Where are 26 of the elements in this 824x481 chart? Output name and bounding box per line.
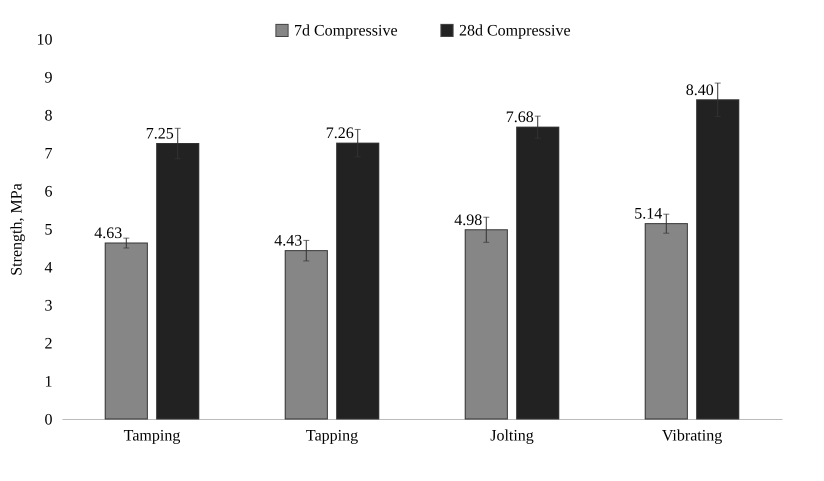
x-tick-label: Jolting xyxy=(490,428,534,444)
x-tick-label: Vibrating xyxy=(662,428,722,444)
data-label: 7.26 xyxy=(326,125,354,142)
y-tick-label: 6 xyxy=(44,184,52,200)
x-tick-label: Tamping xyxy=(124,428,180,444)
y-tick-label: 5 xyxy=(44,222,52,238)
y-tick-label: 3 xyxy=(44,298,52,314)
y-tick-label: 10 xyxy=(36,32,52,48)
data-label: 8.40 xyxy=(686,82,714,99)
legend-label: 7d Compressive xyxy=(294,22,398,40)
data-label: 7.68 xyxy=(506,109,534,126)
y-tick-label: 4 xyxy=(44,260,52,276)
y-tick-label: 8 xyxy=(44,108,52,124)
data-label: 4.43 xyxy=(274,232,302,250)
x-tick-label: Tapping xyxy=(306,428,358,444)
y-axis-title: Strength, MPa xyxy=(8,183,26,276)
data-label: 4.63 xyxy=(94,225,122,242)
y-tick-label: 9 xyxy=(44,70,52,86)
legend-label: 28d Compressive xyxy=(459,22,571,40)
y-tick-label: 1 xyxy=(44,374,52,390)
data-label: 4.98 xyxy=(454,212,482,229)
y-tick-label: 7 xyxy=(44,146,52,162)
y-tick-label: 2 xyxy=(44,336,52,352)
data-label: 5.14 xyxy=(634,206,662,223)
y-tick-label: 0 xyxy=(44,412,52,428)
data-label: 7.25 xyxy=(146,126,174,142)
